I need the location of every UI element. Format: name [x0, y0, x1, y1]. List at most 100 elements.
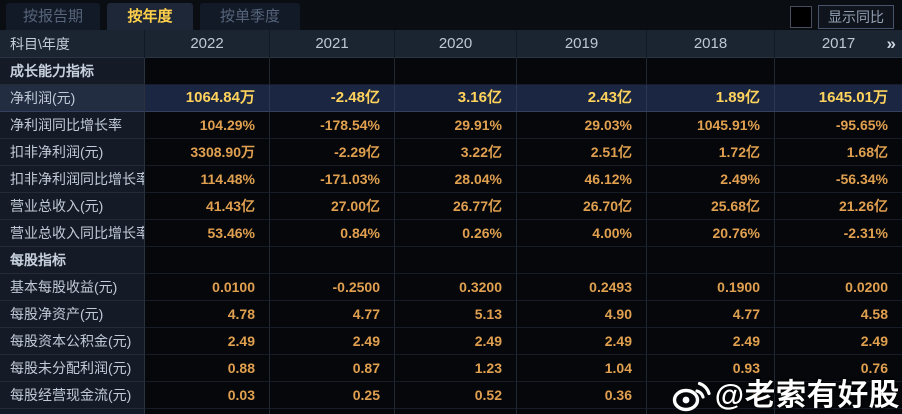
cell-value: 0.52	[395, 382, 517, 409]
cell-value: 0.2493	[517, 274, 647, 301]
cell-value: 25.68亿	[647, 193, 775, 220]
row-label: 营业总收入(元)	[0, 193, 145, 220]
cell-value: 0.25	[270, 382, 395, 409]
cell-value: 4.58	[775, 301, 902, 328]
tab-by-quarter[interactable]: 按单季度	[200, 3, 300, 30]
cell-value	[517, 247, 647, 274]
show-yoy-checkbox[interactable]	[790, 6, 812, 28]
row-label: 成长能力指标	[0, 58, 145, 85]
cell-value: -178.54%	[270, 112, 395, 139]
cell-value	[647, 58, 775, 85]
cell-value	[145, 247, 270, 274]
cell-value: 2.51亿	[517, 139, 647, 166]
row-label: 每股经营现金流(元)	[0, 382, 145, 409]
cell-value: 1.72亿	[647, 139, 775, 166]
table-row[interactable]: 每股资本公积金(元) 2.49 2.49 2.49 2.49 2.49 2.49	[0, 328, 902, 355]
table-row[interactable]: 扣非净利润(元) 3308.90万 -2.29亿 3.22亿 2.51亿 1.72亿 1.6…	[0, 139, 902, 166]
cell-value: 53.46%	[145, 220, 270, 247]
table-row[interactable]: 每股未分配利润(元) 0.88 0.87 1.23 1.04 0.93 0.76	[0, 355, 902, 382]
cell-value: -56.34%	[775, 166, 902, 193]
section-row[interactable]: 每股指标	[0, 247, 902, 274]
table-row[interactable]: 扣非净利润同比增长率 114.48% -171.03% 28.04% 46.12% 2.4…	[0, 166, 902, 193]
year-header-2017: 2017 »	[775, 30, 902, 58]
cell-value: 0	[647, 382, 775, 409]
cell-value: -2.48亿	[270, 85, 395, 112]
table-row[interactable]: 营业总收入同比增长率 53.46% 0.84% 0.26% 4.00% 20.76% -2.…	[0, 220, 902, 247]
cell-value: 0.3200	[395, 274, 517, 301]
cell-value: -2.29亿	[270, 139, 395, 166]
cell-value: 1.23	[395, 355, 517, 382]
cell-value	[517, 58, 647, 85]
cell-value: -171.03%	[270, 166, 395, 193]
table-header-row: 科目\年度 2022 2021 2020 2019 2018 2017 »	[0, 30, 902, 58]
row-label: 每股资本公积金(元)	[0, 328, 145, 355]
cell-value: 2.49	[395, 328, 517, 355]
cell-value	[270, 247, 395, 274]
cell-value: 0.84%	[270, 220, 395, 247]
cell-value: 1064.84万	[145, 85, 270, 112]
cell-value: 20.76%	[647, 220, 775, 247]
more-columns-icon[interactable]: »	[886, 34, 896, 53]
cell-value: 0.36	[517, 382, 647, 409]
cell-value: 3308.90万	[145, 139, 270, 166]
cell-value: 4.78	[145, 301, 270, 328]
table-row-clipped	[0, 409, 902, 414]
cell-value: 4.90	[517, 301, 647, 328]
cell-value	[395, 58, 517, 85]
cell-value: 2.49%	[647, 166, 775, 193]
table-body: 成长能力指标 净利润(元) 1064.84万 -2.48亿 3.16亿 2.43亿 1.89…	[0, 58, 902, 414]
corner-header: 科目\年度	[0, 30, 145, 58]
cell-value: 114.48%	[145, 166, 270, 193]
row-label: 净利润(元)	[0, 85, 145, 112]
cell-value: 29.91%	[395, 112, 517, 139]
cell-value	[775, 409, 902, 414]
cell-value	[775, 58, 902, 85]
cell-value: 2.49	[647, 328, 775, 355]
cell-value	[647, 247, 775, 274]
section-row[interactable]: 成长能力指标	[0, 58, 902, 85]
table-row[interactable]: 营业总收入(元) 41.43亿 27.00亿 26.77亿 26.70亿 25.68亿 21…	[0, 193, 902, 220]
cell-value: 2.49	[145, 328, 270, 355]
cell-value: 2.49	[270, 328, 395, 355]
row-label: 每股指标	[0, 247, 145, 274]
show-yoy-label[interactable]: 显示同比	[818, 5, 894, 29]
row-label: 每股净资产(元)	[0, 301, 145, 328]
cell-value: 0.76	[775, 355, 902, 382]
cell-value: 4.77	[647, 301, 775, 328]
table-row[interactable]: 每股净资产(元) 4.78 4.77 5.13 4.90 4.77 4.58	[0, 301, 902, 328]
cell-value: 29.03%	[517, 112, 647, 139]
row-label: 营业总收入同比增长率	[0, 220, 145, 247]
row-label	[0, 409, 145, 414]
cell-value: -95.65%	[775, 112, 902, 139]
show-yoy-control: 显示同比	[790, 5, 894, 29]
year-header-2017-label: 2017	[821, 35, 856, 52]
cell-value: 46.12%	[517, 166, 647, 193]
table-row[interactable]: 净利润(元) 1064.84万 -2.48亿 3.16亿 2.43亿 1.89亿 1645.…	[0, 85, 902, 112]
row-label: 扣非净利润(元)	[0, 139, 145, 166]
cell-value: 4.00%	[517, 220, 647, 247]
table-row[interactable]: 基本每股收益(元) 0.0100 -0.2500 0.3200 0.2493 0.1900…	[0, 274, 902, 301]
year-header-2019: 2019	[517, 30, 647, 58]
cell-value	[270, 409, 395, 414]
cell-value: 0.88	[145, 355, 270, 382]
cell-value: 2.49	[775, 328, 902, 355]
year-header-2018: 2018	[647, 30, 775, 58]
cell-value: 0.1900	[647, 274, 775, 301]
cell-value	[145, 58, 270, 85]
table-row[interactable]: 每股经营现金流(元) 0.03 0.25 0.52 0.36 0	[0, 382, 902, 409]
cell-value: 26.77亿	[395, 193, 517, 220]
cell-value: 0.87	[270, 355, 395, 382]
cell-value	[270, 58, 395, 85]
cell-value: 1.04	[517, 355, 647, 382]
tab-by-year[interactable]: 按年度	[107, 3, 193, 30]
year-header-2020: 2020	[395, 30, 517, 58]
cell-value	[395, 247, 517, 274]
row-label: 每股未分配利润(元)	[0, 355, 145, 382]
table-row[interactable]: 净利润同比增长率 104.29% -178.54% 29.91% 29.03% 1045.…	[0, 112, 902, 139]
row-label: 扣非净利润同比增长率	[0, 166, 145, 193]
cell-value: -0.2500	[270, 274, 395, 301]
period-tab-bar: 按报告期 按年度 按单季度 显示同比	[0, 0, 902, 30]
cell-value: 1.68亿	[775, 139, 902, 166]
cell-value: 28.04%	[395, 166, 517, 193]
tab-by-report-period[interactable]: 按报告期	[6, 3, 100, 30]
